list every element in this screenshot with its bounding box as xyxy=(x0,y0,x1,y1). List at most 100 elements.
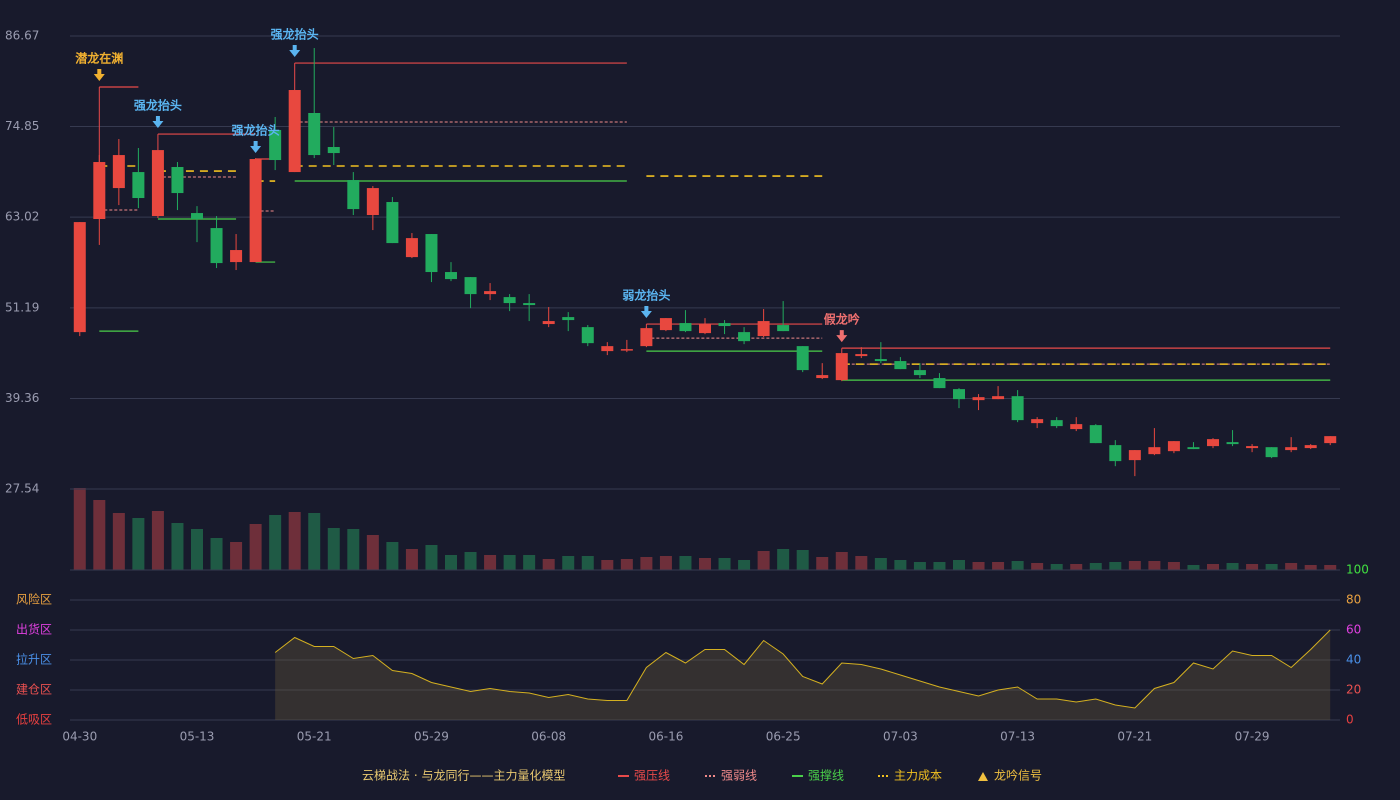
y-tick-label: 86.67 xyxy=(5,29,39,43)
candle-body xyxy=(699,324,711,334)
volume-bar xyxy=(249,524,262,570)
candle-body xyxy=(601,346,614,352)
signal-label: 弱龙抬头 xyxy=(622,288,670,303)
candle-body xyxy=(620,349,633,351)
volume-bar xyxy=(718,558,731,570)
volume-bar xyxy=(835,552,848,570)
candle-body xyxy=(640,328,653,347)
candle-body xyxy=(1187,447,1200,450)
volume-bar xyxy=(972,562,985,570)
volume-bar xyxy=(1167,562,1180,570)
candle-body xyxy=(562,317,575,321)
volume-bar xyxy=(1265,564,1278,570)
volume-bar xyxy=(953,560,965,570)
candle-body xyxy=(1265,447,1278,458)
volume-bar xyxy=(93,500,106,570)
y-tick-label: 20 xyxy=(1346,683,1361,697)
x-tick-label: 07-13 xyxy=(1000,730,1035,744)
volume-bar xyxy=(699,558,711,570)
volume-bar xyxy=(855,556,868,570)
volume-bar xyxy=(484,555,497,570)
volume-bar xyxy=(933,562,946,570)
volume-bar xyxy=(1226,563,1239,570)
volume-bar xyxy=(112,513,125,570)
candle-body xyxy=(874,359,887,362)
volume-bar xyxy=(913,562,926,570)
legend-label: 强撑线 xyxy=(808,768,844,783)
candle-body xyxy=(386,202,399,244)
candle-body xyxy=(894,361,907,370)
volume-bar xyxy=(894,560,907,570)
signal-arrow xyxy=(640,306,652,319)
legend-label: 强压线 xyxy=(634,769,670,783)
candle-body xyxy=(796,346,809,371)
candle-body xyxy=(1246,446,1259,449)
candle-body xyxy=(1226,442,1239,445)
volume-bar xyxy=(425,545,438,570)
legend-label: 龙吟信号 xyxy=(994,768,1042,783)
candle-body xyxy=(112,155,125,189)
candle-body xyxy=(1070,424,1083,430)
candle-body xyxy=(1207,439,1219,447)
volume-bar xyxy=(191,529,203,570)
volume-bar xyxy=(386,542,399,570)
x-tick-label: 04-30 xyxy=(62,730,97,744)
volume-bar xyxy=(581,556,594,570)
volume-bar xyxy=(151,511,164,570)
volume-bar xyxy=(523,555,536,570)
volume-bar xyxy=(659,556,672,570)
signal-label: 强龙抬头 xyxy=(232,123,280,138)
y-tick-label: 0 xyxy=(1346,713,1354,727)
legend-label: 强弱线 xyxy=(721,769,757,783)
candle-body xyxy=(757,321,770,337)
volume-bar xyxy=(366,535,379,570)
zone-label: 拉升区 xyxy=(16,652,52,667)
volume-bar xyxy=(816,557,829,570)
signal-label: 强龙抬头 xyxy=(271,27,319,42)
candle-body xyxy=(816,375,829,379)
candle-body xyxy=(933,378,946,389)
y-tick-label: 63.02 xyxy=(5,210,39,224)
candle-body xyxy=(171,167,184,194)
zone-label: 建仓区 xyxy=(16,683,52,697)
volume-bar xyxy=(992,562,1005,570)
signal-label: 潜龙在渊 xyxy=(75,51,123,66)
indicator-line xyxy=(274,629,1331,709)
legend-title: 云梯战法 · 与龙同行——主力量化模型 xyxy=(362,769,565,783)
y-tick-label: 51.19 xyxy=(5,300,39,314)
volume-bar xyxy=(327,528,340,570)
candle-body xyxy=(1285,447,1298,451)
volume-bar xyxy=(503,555,516,570)
volume-bar xyxy=(1070,564,1083,570)
volume-bar xyxy=(171,523,184,570)
volume-bar xyxy=(1050,564,1063,570)
candle-body xyxy=(308,112,321,156)
candle-body xyxy=(484,291,497,295)
candle-body xyxy=(1050,420,1063,427)
zone-label: 低吸区 xyxy=(16,713,52,727)
legend-label: 主力成本 xyxy=(894,769,942,783)
signal-arrow xyxy=(250,141,262,154)
legend-marker xyxy=(978,772,988,781)
volume-bar xyxy=(679,556,692,570)
volume-bar xyxy=(1031,563,1044,570)
signal-arrow xyxy=(836,330,848,343)
volume-bar xyxy=(73,488,86,570)
x-tick-label: 07-03 xyxy=(883,730,918,744)
volume-bar xyxy=(1187,565,1200,570)
candle-body xyxy=(679,323,692,332)
y-tick-label: 40 xyxy=(1346,653,1361,667)
volume-bar xyxy=(1324,565,1337,570)
candle-body xyxy=(503,297,516,304)
candle-body xyxy=(835,353,848,381)
candle-body xyxy=(151,150,164,217)
x-tick-label: 05-29 xyxy=(414,730,449,744)
x-tick-label: 06-25 xyxy=(766,730,801,744)
volume-bar xyxy=(542,559,555,570)
volume-bar xyxy=(269,515,282,570)
candle-body xyxy=(366,188,379,216)
candle-body xyxy=(288,90,301,173)
candle-body xyxy=(1011,396,1024,421)
volume-bar xyxy=(132,518,145,570)
